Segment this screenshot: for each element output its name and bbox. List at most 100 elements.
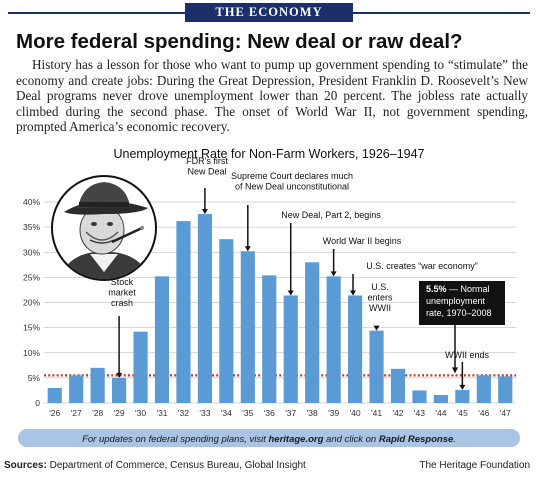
annotation-text: U.S. creates “war economy” — [366, 261, 478, 271]
section-banner: THE ECONOMY — [185, 3, 353, 22]
annotation-arrowhead — [350, 290, 356, 296]
normal-rate-callout: 5.5% — Normal unemployment rate, 1970–2008 — [419, 281, 505, 374]
x-tick-label: '28 — [92, 408, 103, 418]
normal-rate-arrowhead — [452, 367, 458, 374]
normal-rate-text: unemployment — [426, 296, 486, 306]
x-tick-label: '26 — [49, 408, 60, 418]
annotation-arrowhead — [201, 209, 208, 215]
bar-47 — [498, 376, 513, 403]
annotation-37: New Deal, Part 2, begins — [281, 210, 381, 296]
bar-28 — [90, 367, 105, 403]
annotation-arrowhead — [373, 325, 380, 331]
x-tick-label: '27 — [71, 408, 82, 418]
annotation-text: enters — [367, 293, 393, 303]
bar-39 — [326, 276, 341, 403]
bar-38 — [305, 262, 320, 403]
bar-29 — [112, 377, 127, 403]
normal-rate-box — [419, 281, 505, 325]
normal-rate-text: 5.5% — Normal — [426, 284, 490, 294]
x-tick-label: '42 — [392, 408, 403, 418]
x-tick-label: '37 — [285, 408, 296, 418]
bar-32 — [176, 221, 191, 403]
x-tick-label: '40 — [350, 408, 361, 418]
annotation-text: WWII ends — [445, 350, 490, 360]
x-tick-label: '47 — [500, 408, 511, 418]
annotation-text: WWII — [369, 303, 391, 313]
bar-30 — [133, 331, 148, 403]
bar-27 — [69, 375, 84, 403]
x-tick-label: '39 — [328, 408, 339, 418]
y-tick-label: 10% — [23, 348, 40, 358]
bar-26 — [47, 387, 62, 403]
x-tick-label: '43 — [414, 408, 425, 418]
x-tick-label: '45 — [457, 408, 468, 418]
annotation-40: U.S. creates “war economy” — [350, 261, 478, 296]
chart-footer-pill — [18, 429, 520, 447]
x-tick-label: '32 — [178, 408, 189, 418]
bar-36 — [262, 275, 277, 403]
annotation-text: market — [108, 288, 136, 298]
annotation-arrowhead — [459, 384, 466, 390]
sources-label: Sources: — [4, 460, 47, 471]
bar-33 — [197, 214, 212, 403]
y-tick-label: 30% — [23, 247, 40, 257]
annotation-text: U.S. — [371, 282, 389, 292]
bar-43 — [412, 390, 427, 403]
sources-note: Sources: Department of Commerce, Census … — [4, 460, 306, 471]
publisher-credit: The Heritage Foundation — [419, 460, 530, 471]
bar-44 — [433, 394, 448, 403]
x-tick-label: '44 — [435, 408, 446, 418]
annotation-arrowhead — [116, 372, 123, 378]
annotation-arrowhead — [244, 246, 251, 252]
x-tick-label: '38 — [307, 408, 318, 418]
y-tick-label: 15% — [23, 323, 40, 333]
chart-bars — [47, 214, 513, 403]
x-tick-label: '35 — [242, 408, 253, 418]
bar-40 — [348, 295, 363, 403]
lede-paragraph: History has a lesson for those who want … — [16, 57, 528, 135]
x-tick-label: '33 — [199, 408, 210, 418]
annotation-arrowhead — [330, 271, 337, 277]
chart-footer-band: For updates on federal spending plans, v… — [18, 429, 520, 447]
headline: More federal spending: New deal or raw d… — [16, 30, 463, 53]
y-tick-label: 5% — [28, 373, 41, 383]
annotation-text: crash — [111, 298, 133, 308]
chart-ticks: 0 5% 10% 15% 20% 25% 30% 35% 40% '26 '27 '28 '29 '30 '… — [23, 197, 511, 418]
x-tick-label: '34 — [221, 408, 232, 418]
x-tick-label: '31 — [156, 408, 167, 418]
fdr-portrait — [51, 175, 157, 281]
x-tick-label: '30 — [135, 408, 146, 418]
annotation-39: World War II begins — [323, 236, 402, 277]
y-tick-label: 40% — [23, 197, 40, 207]
bar-45 — [455, 389, 470, 403]
annotation-45: WWII ends — [445, 350, 490, 390]
annotation-text: Stock — [111, 277, 134, 287]
bar-41 — [369, 330, 384, 403]
sources-text: Department of Commerce, Census Bureau, G… — [46, 460, 306, 471]
x-tick-label: '29 — [114, 408, 125, 418]
bar-37 — [283, 295, 298, 403]
bar-35 — [240, 251, 255, 403]
x-tick-label: '36 — [264, 408, 275, 418]
annotation-text: New Deal — [187, 167, 226, 177]
chart-title: Unemployment Rate for Non-Farm Workers, … — [113, 147, 424, 161]
annotation-text: World War II begins — [323, 236, 402, 246]
normal-rate-text: rate, 1970–2008 — [426, 308, 492, 318]
y-tick-label: 0 — [35, 398, 40, 408]
bar-31 — [154, 276, 170, 403]
annotation-text: Supreme Court declares much — [231, 171, 353, 181]
bar-42 — [390, 368, 406, 403]
x-tick-label: '46 — [478, 408, 489, 418]
bar-34 — [219, 239, 234, 403]
annotation-arrowhead — [287, 290, 294, 296]
annotation-text: of New Deal unconstitutional — [235, 182, 349, 192]
annotation-text: New Deal, Part 2, begins — [281, 210, 381, 220]
y-tick-label: 20% — [23, 298, 40, 308]
bar-46 — [476, 375, 491, 403]
